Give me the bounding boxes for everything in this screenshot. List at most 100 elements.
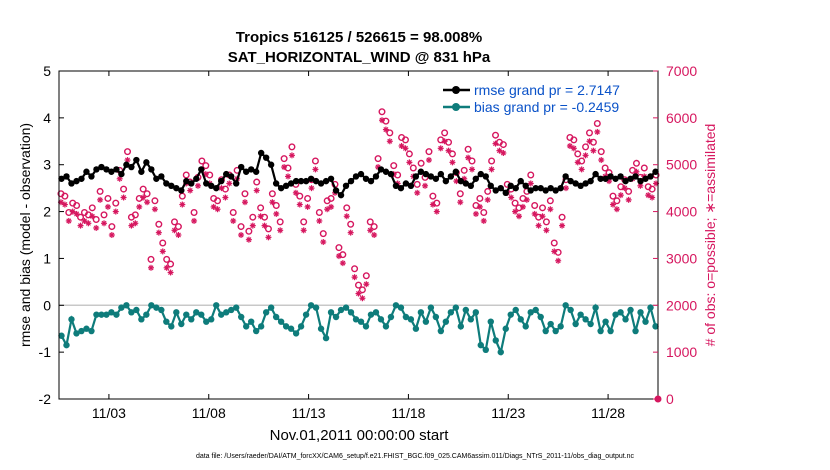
possible-obs-marker [268, 190, 276, 198]
assim-mark-stroke [363, 281, 369, 287]
assim-mark-stroke [532, 211, 538, 217]
bias-point [477, 341, 484, 349]
assimilated-obs-marker [523, 196, 530, 203]
rmse-point [123, 161, 130, 168]
bias-point [637, 309, 644, 316]
bias-point [133, 306, 140, 314]
bias-point [262, 309, 270, 316]
assimilated-obs-marker [649, 194, 656, 201]
possible-obs-marker [237, 223, 245, 231]
assim-mark-stroke [496, 148, 502, 154]
rmse-point [627, 175, 634, 182]
assim-mark-stroke [489, 166, 495, 172]
possible-obs-marker [374, 155, 382, 163]
assimilated-obs-marker [570, 145, 577, 152]
possible-obs-marker [202, 162, 210, 170]
assimilated-obs-marker [386, 138, 393, 145]
rmse-point [63, 173, 70, 180]
bias-point [317, 325, 325, 332]
bias-point [517, 316, 524, 323]
possible-obs-marker [120, 185, 128, 193]
rmse-point [607, 173, 614, 180]
bias-point [198, 311, 205, 318]
possible-obs-marker [632, 159, 640, 167]
assimilated-obs-marker [359, 295, 366, 302]
assimilated-obs-marker [210, 203, 217, 210]
bias-point [183, 311, 190, 318]
bias-point [367, 311, 375, 318]
assim-mark-stroke [66, 218, 72, 224]
assim-mark-stroke [175, 232, 181, 238]
possible-obs-marker [124, 148, 132, 156]
y-right-tick-label: 0 [666, 391, 674, 407]
assimilated-obs-marker [222, 194, 229, 201]
possible-obs-marker [139, 185, 147, 193]
assim-mark-stroke [434, 209, 440, 215]
bias-point [123, 302, 130, 309]
rmse-point [407, 182, 415, 189]
assimilated-obs-marker [179, 201, 186, 208]
bias-point [247, 318, 255, 325]
assimilated-obs-marker [371, 232, 378, 238]
possible-obs-marker [296, 192, 304, 200]
assim-mark-stroke [265, 234, 271, 240]
assim-mark-stroke [269, 199, 275, 205]
possible-obs-marker [460, 166, 468, 174]
possible-obs-marker [448, 150, 456, 158]
x-axis-label: Nov.01,2011 00:00:00 start [270, 427, 450, 444]
bias-point [542, 327, 549, 335]
bias-point [282, 323, 290, 330]
bias-point [103, 311, 110, 318]
bias-point [312, 304, 320, 311]
bias-point [332, 313, 340, 321]
bias-point [128, 309, 135, 316]
possible-obs-marker [582, 143, 590, 151]
assimilated-obs-marker [425, 157, 432, 164]
bias-point [93, 311, 100, 318]
rmse-point [502, 189, 509, 197]
possible-obs-marker [613, 197, 621, 205]
possible-obs-marker [499, 141, 507, 149]
bias-point [68, 316, 75, 323]
bias-point [213, 302, 220, 309]
possible-obs-marker [272, 201, 280, 209]
rmse-point [228, 173, 235, 180]
assimilated-obs-marker [484, 196, 491, 203]
rmse-point [88, 173, 95, 180]
bias-point [392, 302, 400, 309]
rmse-point [577, 182, 584, 189]
rmse-point [447, 173, 455, 180]
assimilated-obs-marker [449, 159, 456, 166]
assimilated-obs-marker [382, 126, 389, 133]
possible-obs-marker [601, 164, 609, 172]
possible-obs-marker [351, 265, 359, 273]
bias-point [587, 320, 594, 328]
possible-obs-marker [170, 218, 178, 226]
rmse-point [68, 180, 75, 187]
possible-obs-marker [390, 162, 398, 170]
possible-obs-marker [264, 225, 272, 233]
assimilated-obs-marker [445, 147, 452, 154]
assim-mark-stroke [277, 227, 283, 233]
bias-point [58, 332, 65, 339]
rmse-point [652, 168, 659, 175]
bias-point [627, 306, 634, 314]
bias-point [407, 316, 415, 323]
possible-obs-marker [640, 164, 648, 172]
assim-mark-stroke [168, 269, 174, 276]
rmse-point [213, 184, 220, 192]
assimilated-obs-marker [402, 145, 409, 152]
possible-obs-marker [378, 108, 386, 116]
bias-point [362, 323, 370, 330]
possible-obs-marker [315, 209, 323, 217]
bias-point [307, 302, 315, 309]
possible-obs-marker [401, 136, 409, 144]
x-tick-label: 11/13 [292, 405, 326, 421]
rmse-point [347, 177, 355, 185]
x-tick-label: 11/28 [591, 405, 625, 421]
possible-obs-marker [214, 197, 222, 205]
rmse-point [592, 170, 599, 178]
assimilated-obs-marker [140, 194, 147, 201]
possible-obs-marker [574, 150, 582, 158]
assimilated-obs-marker [559, 222, 566, 229]
